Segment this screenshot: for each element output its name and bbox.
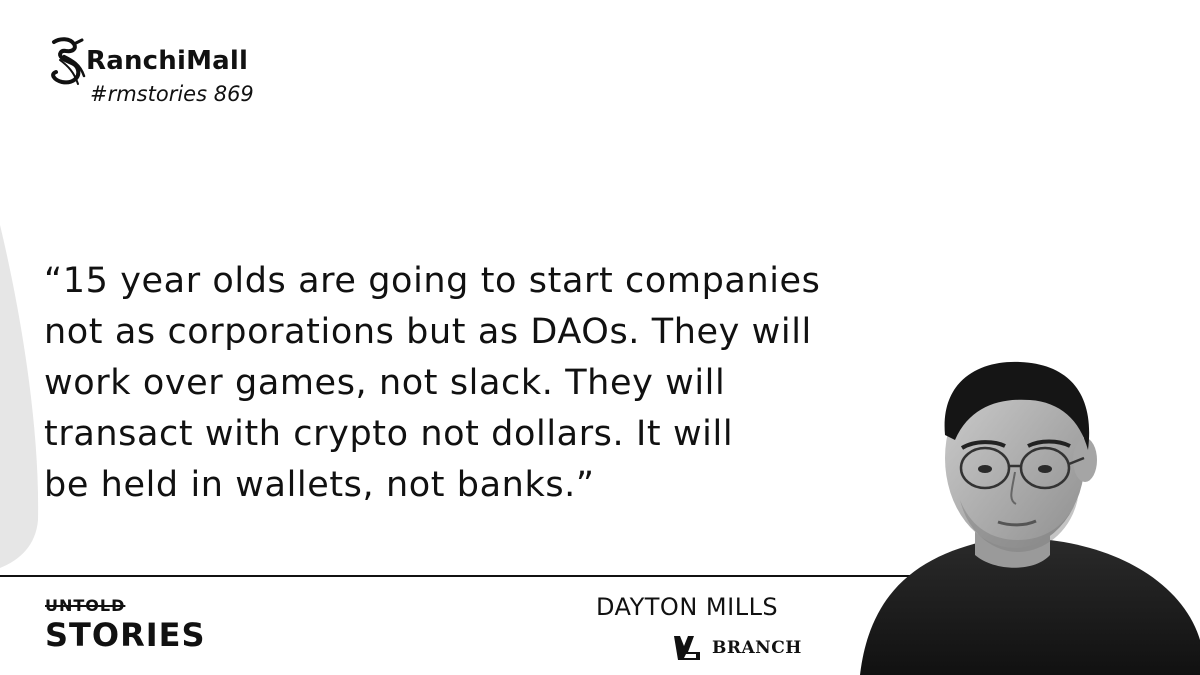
brand-name: RanchiMall [86,46,249,76]
story-hashtag: #rmstories 869 [90,82,254,106]
branch-logo-icon [674,636,700,660]
quote-line: work over games, not slack. They will [44,363,726,403]
speaker-portrait [860,361,1200,675]
company-logo: BRANCH [670,632,820,664]
quote-text: “15 year olds are going to start compani… [44,256,944,511]
quote-line: be held in wallets, not banks.” [44,465,595,505]
series-title-top: UNTOLD [45,596,126,615]
decorative-left-wedge [0,225,39,568]
series-title-bottom: STORIES [45,616,206,654]
quote-line: “15 year olds are going to start compani… [44,261,821,301]
seahorse-logo-icon [51,37,86,85]
footer-divider [0,575,910,577]
company-name: BRANCH [712,638,802,658]
quote-line: not as corporations but as DAOs. They wi… [44,312,812,352]
quote-line: transact with crypto not dollars. It wil… [44,414,734,454]
speaker-name: DAYTON MILLS [596,593,779,621]
brand-logo: RanchiMall #rmstories 869 [44,36,284,116]
series-title: UNTOLD STORIES [45,596,206,654]
